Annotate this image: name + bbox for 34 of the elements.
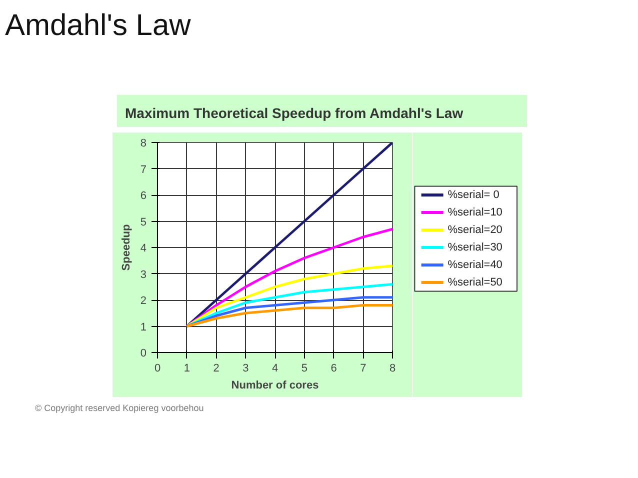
- x-tick-label: 8: [389, 362, 396, 374]
- line-series: [186, 304, 392, 328]
- x-tick-label: 2: [213, 362, 220, 374]
- legend-label: %serial=10: [448, 206, 502, 218]
- x-tick-label: 6: [330, 362, 337, 374]
- legend-label: %serial=50: [448, 276, 502, 288]
- legend-label: %serial=40: [448, 259, 502, 271]
- legend-label: %serial= 0: [448, 189, 500, 201]
- line-series: [186, 142, 392, 328]
- y-tick-label: 4: [140, 242, 147, 254]
- x-axis-title: Number of cores: [231, 380, 319, 392]
- y-tick-label: 1: [140, 321, 147, 334]
- text: © Copyright reserved Kopiereg voorbehou: [35, 402, 204, 415]
- y-tick-label: 7: [140, 164, 147, 176]
- x-tick-label: 4: [272, 362, 278, 374]
- x-tick-label: 5: [301, 362, 308, 374]
- x-tick-label: 7: [360, 362, 366, 374]
- x-tick-label: 3: [242, 362, 249, 374]
- line-series: [186, 264, 392, 328]
- y-tick-label: 6: [140, 190, 147, 202]
- chart-subtitle: Maximum Theoretical Speedup from Amdahl's Law: [125, 104, 464, 123]
- y-tick-label: 0: [140, 348, 147, 360]
- legend-label: %serial=20: [448, 224, 502, 236]
- y-tick-label: 8: [140, 138, 147, 150]
- x-tick-label: 0: [154, 362, 161, 374]
- y-tick-label: 2: [140, 295, 147, 307]
- line-series: [186, 283, 392, 328]
- chart-title: Amdahl's Law: [5, 8, 191, 44]
- y-tick-label: 3: [140, 268, 147, 281]
- legend-label: %serial=30: [448, 242, 502, 254]
- y-tick-label: 5: [140, 216, 147, 228]
- y-axis-title: Speedup: [120, 224, 132, 271]
- line-series: [186, 296, 392, 328]
- x-tick-label: 1: [184, 362, 190, 374]
